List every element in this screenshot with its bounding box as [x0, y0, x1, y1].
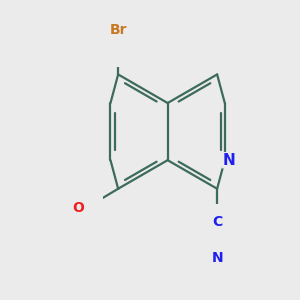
Text: Br: Br — [110, 23, 127, 37]
Text: O: O — [72, 201, 84, 215]
Text: N: N — [211, 251, 223, 265]
Text: N: N — [222, 153, 235, 168]
Text: C: C — [212, 215, 222, 229]
